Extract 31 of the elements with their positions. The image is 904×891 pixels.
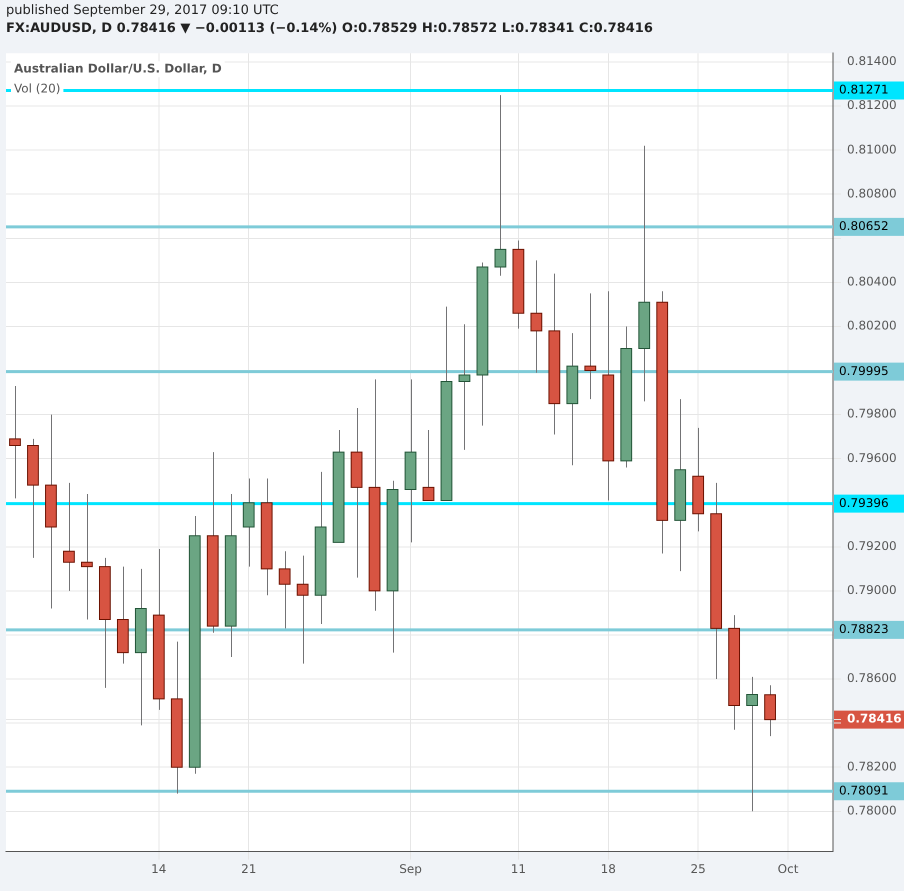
ref-line-label: 0.79995	[839, 364, 889, 378]
y-tick-label: 0.81200	[847, 98, 897, 112]
annotation: Australian Dollar/U.S. Dollar, D	[14, 61, 222, 76]
x-tick-label: 11	[510, 862, 526, 876]
ref-line-label: 0.79396	[839, 496, 889, 510]
y-tick-label: 0.81000	[847, 142, 897, 156]
y-tick-label: 0.78200	[847, 759, 897, 774]
x-tick-label: 14	[151, 862, 166, 876]
y-tick-label: 0.79000	[847, 583, 897, 598]
ref-line-label: 0.80652	[839, 218, 889, 233]
chart-subtitle: published September 29, 2017 09:10 UTC	[6, 3, 279, 18]
chart-title: FX:AUDUSD, D 0.78416 ▼ −0.00113 (−0.14%) O:0.78529 H:0.78572 L:0.78341 C:0.78416	[6, 21, 653, 36]
y-tick-label: 0.80200	[847, 318, 897, 333]
x-tick-label: 25	[690, 862, 706, 876]
y-tick-label: 0.78600	[847, 671, 897, 686]
ref-line-label: 0.81271	[839, 82, 889, 97]
y-tick-label: 0.79600	[847, 450, 897, 465]
annotation: Vol (20)	[14, 81, 60, 96]
y-tick-label: 0.79200	[847, 538, 897, 553]
y-tick-label: 0.80800	[847, 186, 897, 200]
y-tick-label: 0.81400	[847, 54, 897, 68]
x-tick-label: Sep	[399, 862, 422, 876]
ref-line-label: 0.78823	[839, 622, 889, 636]
x-tick-label: 21	[241, 862, 256, 876]
x-tick-label: 18	[600, 862, 616, 876]
y-tick-label: 0.78000	[847, 803, 897, 818]
y-tick-label: 0.80400	[847, 274, 897, 289]
y-tick-label: 0.79800	[847, 406, 897, 421]
ref-line-label: 0.78091	[839, 783, 889, 798]
x-tick-label: Oct	[778, 862, 799, 876]
y-tick-label: 0.78416	[847, 712, 902, 726]
